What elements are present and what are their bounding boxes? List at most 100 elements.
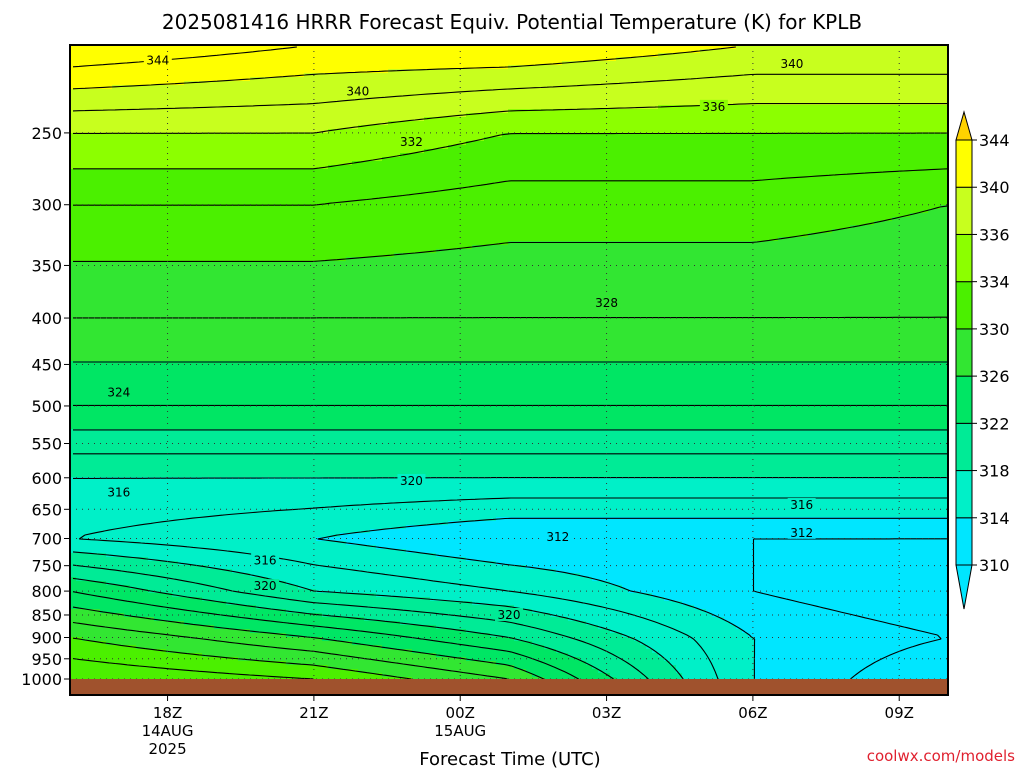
- field-cell: [700, 153, 707, 158]
- field-cell: [754, 65, 761, 70]
- field-cell: [400, 169, 407, 174]
- field-cell: [838, 69, 845, 74]
- field-cell: [868, 177, 875, 182]
- field-cell: [214, 117, 221, 122]
- field-cell: [232, 105, 239, 110]
- field-cell: [190, 137, 197, 142]
- field-cell: [904, 165, 911, 170]
- field-cell: [124, 121, 131, 126]
- field-cell: [772, 105, 779, 110]
- field-cell: [82, 85, 89, 90]
- field-cell: [406, 165, 413, 170]
- field-cell: [490, 113, 497, 118]
- field-cell: [730, 121, 737, 126]
- field-cell: [262, 101, 269, 106]
- field-cell: [76, 109, 83, 114]
- field-cell: [868, 153, 875, 158]
- field-cell: [880, 133, 887, 138]
- field-cell: [298, 89, 305, 94]
- field-cell: [850, 73, 857, 78]
- field-cell: [844, 65, 851, 70]
- field-cell: [496, 49, 503, 54]
- field-cell: [214, 61, 221, 66]
- field-cell: [718, 73, 725, 78]
- field-cell: [928, 165, 935, 170]
- field-cell: [124, 65, 131, 70]
- field-cell: [826, 45, 833, 50]
- field-cell: [580, 85, 587, 90]
- field-cell: [514, 49, 521, 54]
- field-cell: [286, 177, 293, 182]
- field-cell: [580, 77, 587, 82]
- field-cell: [370, 73, 377, 78]
- field-cell: [880, 97, 887, 102]
- field-cell: [712, 73, 719, 78]
- field-cell: [706, 117, 713, 122]
- field-cell: [244, 105, 251, 110]
- field-cell: [448, 85, 455, 90]
- field-cell: [280, 101, 287, 106]
- field-cell: [166, 93, 173, 98]
- field-cell: [94, 57, 101, 62]
- field-cell: [844, 61, 851, 66]
- field-cell: [112, 101, 119, 106]
- field-cell: [106, 89, 113, 94]
- field-cell: [124, 45, 131, 50]
- field-cell: [538, 97, 545, 102]
- field-cell: [178, 161, 185, 166]
- field-cell: [844, 117, 851, 122]
- field-cell: [634, 57, 641, 62]
- field-cell: [916, 93, 923, 98]
- field-cell: [412, 113, 419, 118]
- field-cell: [220, 137, 227, 142]
- field-cell: [640, 141, 647, 146]
- field-cell: [352, 133, 359, 138]
- field-cell: [598, 117, 605, 122]
- field-cell: [670, 49, 677, 54]
- field-cell: [370, 117, 377, 122]
- field-cell: [658, 137, 665, 142]
- field-cell: [322, 49, 329, 54]
- field-cell: [652, 149, 659, 154]
- field-cell: [616, 85, 623, 90]
- field-cell: [310, 85, 317, 90]
- field-cell: [472, 61, 479, 66]
- field-cell: [460, 53, 467, 58]
- field-cell: [706, 153, 713, 158]
- field-cell: [826, 89, 833, 94]
- field-cell: [352, 177, 359, 182]
- field-cell: [748, 109, 755, 114]
- field-cell: [346, 173, 353, 178]
- field-cell: [526, 61, 533, 66]
- field-cell: [82, 89, 89, 94]
- field-cell: [694, 133, 701, 138]
- field-cell: [496, 73, 503, 78]
- field-cell: [826, 117, 833, 122]
- field-cell: [292, 129, 299, 134]
- field-cell: [604, 73, 611, 78]
- field-cell: [316, 121, 323, 126]
- field-cell: [244, 125, 251, 130]
- field-cell: [760, 149, 767, 154]
- field-cell: [832, 125, 839, 130]
- field-cell: [502, 57, 509, 62]
- field-cell: [250, 61, 257, 66]
- field-cell: [676, 73, 683, 78]
- field-cell: [862, 85, 869, 90]
- field-cell: [574, 161, 581, 166]
- field-cell: [436, 137, 443, 142]
- field-cell: [796, 113, 803, 118]
- field-cell: [214, 125, 221, 130]
- field-cell: [880, 129, 887, 134]
- field-cell: [700, 177, 707, 182]
- field-cell: [574, 149, 581, 154]
- field-cell: [574, 77, 581, 82]
- field-cell: [556, 45, 563, 50]
- field-cell: [310, 49, 317, 54]
- field-cell: [922, 53, 929, 58]
- field-cell: [130, 73, 137, 78]
- field-cell: [598, 49, 605, 54]
- field-cell: [910, 57, 917, 62]
- field-cell: [514, 101, 521, 106]
- field-cell: [466, 161, 473, 166]
